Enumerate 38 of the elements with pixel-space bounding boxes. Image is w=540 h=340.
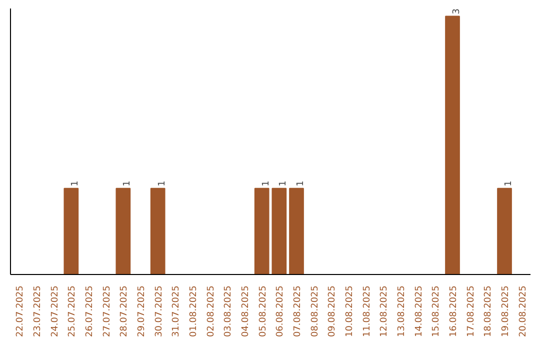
x-tick-label: 30.07.2025 xyxy=(154,286,164,338)
data-label: 1 xyxy=(157,180,168,186)
data-label: 1 xyxy=(278,180,289,186)
data-label: 3 xyxy=(452,8,462,14)
x-tick-label: 13.08.2025 xyxy=(397,286,407,338)
x-tick-label: 28.07.2025 xyxy=(120,286,130,338)
x-tick-label: 23.07.2025 xyxy=(33,286,43,338)
x-tick-label: 16.08.2025 xyxy=(449,286,459,338)
x-tick-label: 04.08.2025 xyxy=(241,286,251,338)
x-tick-label: 05.08.2025 xyxy=(258,286,268,338)
x-tick-label: 20.08.2025 xyxy=(518,286,528,338)
x-tick-label: 29.07.2025 xyxy=(137,286,147,338)
x-tick-label: 26.07.2025 xyxy=(85,286,95,338)
x-tick-label: 31.07.2025 xyxy=(172,286,182,338)
x-tick-label: 02.08.2025 xyxy=(206,286,216,338)
x-tick-label: 14.08.2025 xyxy=(414,286,424,338)
x-tick-label: 18.08.2025 xyxy=(484,286,494,338)
x-tick-label: 07.08.2025 xyxy=(293,286,303,338)
x-tick-label: 25.07.2025 xyxy=(68,286,78,338)
x-tick-label: 15.08.2025 xyxy=(432,286,442,338)
x-tick-label: 22.07.2025 xyxy=(16,286,26,338)
x-tick-label: 01.08.2025 xyxy=(189,286,199,338)
x-tick-label: 08.08.2025 xyxy=(310,286,320,338)
data-label: 1 xyxy=(261,180,272,186)
data-label: 1 xyxy=(70,180,81,186)
x-tick-label: 19.08.2025 xyxy=(501,286,511,338)
x-tick-label: 11.08.2025 xyxy=(362,286,372,338)
x-tick-label: 24.07.2025 xyxy=(50,286,60,338)
data-label: 1 xyxy=(504,180,514,186)
x-tick-label: 09.08.2025 xyxy=(328,286,338,338)
x-tick-label: 03.08.2025 xyxy=(224,286,234,338)
x-tick-label: 06.08.2025 xyxy=(276,286,286,338)
data-label: 1 xyxy=(122,180,133,186)
x-tick-label: 10.08.2025 xyxy=(345,286,355,338)
x-tick-label: 17.08.2025 xyxy=(466,286,476,338)
x-tick-label: 12.08.2025 xyxy=(380,286,390,338)
x-tick-label: 27.07.2025 xyxy=(102,286,112,338)
data-label: 1 xyxy=(296,180,306,186)
